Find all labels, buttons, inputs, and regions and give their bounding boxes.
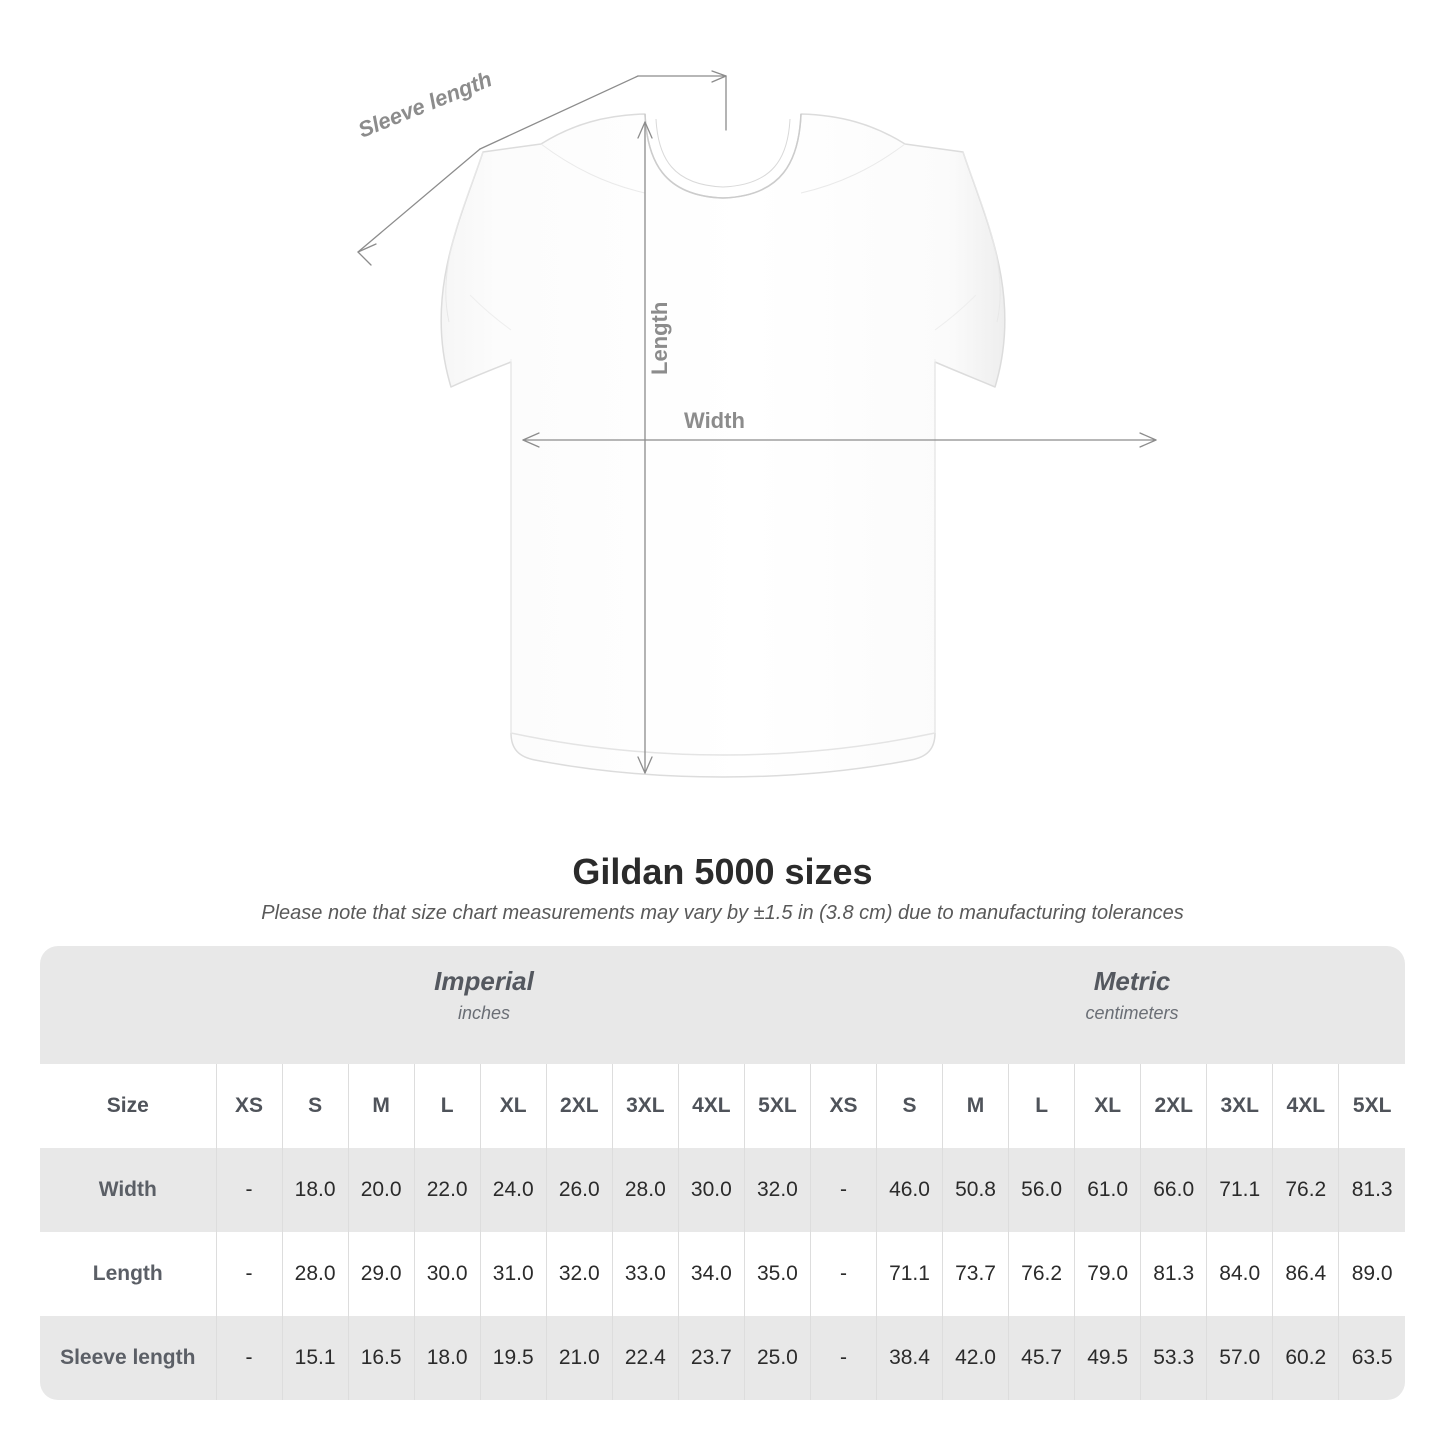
svg-text:Width: Width <box>684 408 745 433</box>
svg-text:Length: Length <box>647 302 672 375</box>
svg-text:Sleeve length: Sleeve length <box>355 66 496 142</box>
